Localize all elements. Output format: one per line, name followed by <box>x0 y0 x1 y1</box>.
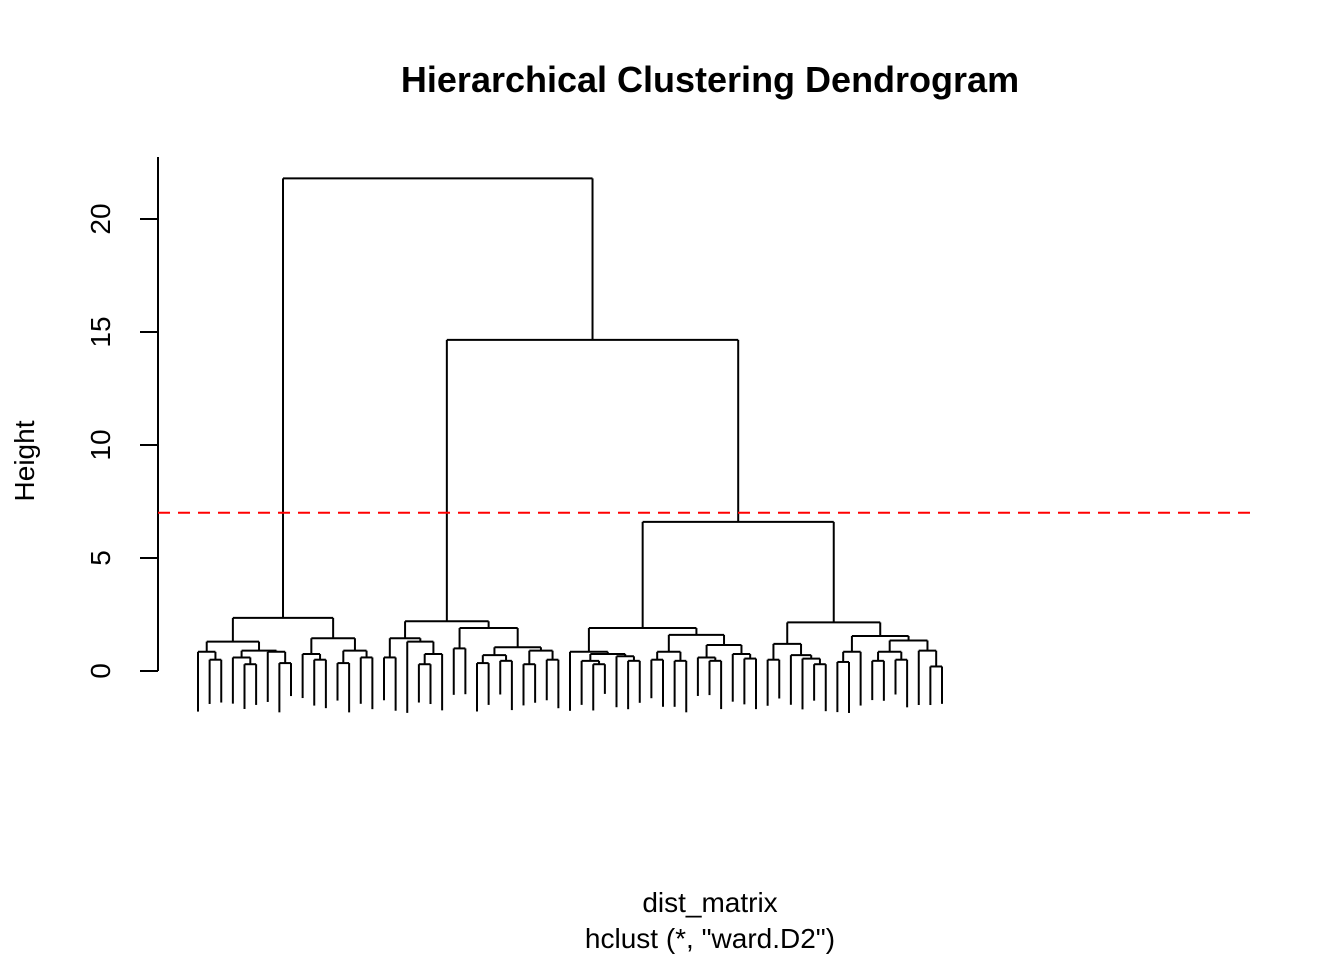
x-axis-label: dist_matrix <box>642 887 777 918</box>
y-tick-label: 20 <box>85 203 116 234</box>
y-axis-label: Height <box>9 420 40 501</box>
y-tick-label: 5 <box>85 550 116 566</box>
y-tick-label: 0 <box>85 663 116 679</box>
method-subtitle: hclust (*, "ward.D2") <box>585 923 835 954</box>
y-axis: 0 5 10 15 20 <box>85 157 159 679</box>
y-tick-label: 10 <box>85 429 116 460</box>
chart-title: Hierarchical Clustering Dendrogram <box>401 59 1019 100</box>
dendrogram-tree <box>197 177 943 713</box>
y-tick-label: 15 <box>85 316 116 347</box>
